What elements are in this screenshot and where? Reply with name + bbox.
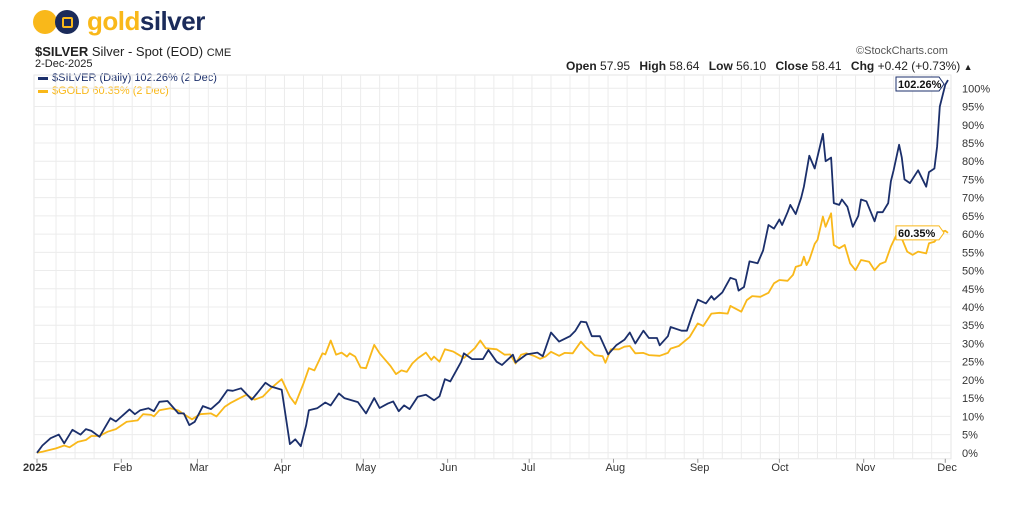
- low-label: Low: [708, 59, 733, 73]
- legend-swatch: [38, 89, 48, 93]
- logo-gold-circle: [33, 10, 57, 34]
- y-tick-label: 10%: [962, 411, 984, 423]
- y-tick-label: 60%: [962, 229, 984, 241]
- brand-logo[interactable]: goldsilver: [87, 6, 205, 36]
- x-tick-label: Feb: [113, 462, 132, 474]
- x-tick-label: Nov: [856, 462, 876, 474]
- legend-swatch: [38, 76, 48, 80]
- y-tick-label: 85%: [962, 138, 984, 150]
- y-tick-label: 95%: [962, 102, 984, 114]
- close-value: 58.41: [811, 59, 842, 73]
- last-value-label: 102.26%: [898, 79, 942, 91]
- open-value: 57.95: [600, 59, 631, 73]
- chart-title: $SILVER Silver - Spot (EOD) CME: [35, 44, 231, 59]
- y-tick-label: 90%: [962, 120, 984, 132]
- y-tick-label: 30%: [962, 338, 984, 350]
- x-tick-label: Jul: [521, 462, 535, 474]
- y-tick-label: 0%: [962, 448, 978, 460]
- last-value-tag: 102.26%: [895, 76, 945, 92]
- x-tick-label: 2025: [23, 462, 47, 474]
- x-tick-label: May: [355, 462, 376, 474]
- ohlc-bar: Open 57.95 High 58.64 Low 56.10 Close 58…: [560, 59, 973, 73]
- chg-value: +0.42 (+0.73%): [877, 59, 961, 73]
- x-tick-label: Oct: [771, 462, 788, 474]
- y-tick-label: 75%: [962, 174, 984, 186]
- exchange: CME: [206, 47, 232, 59]
- logo-square-icon: [62, 17, 73, 28]
- series-line-gold: [36, 212, 949, 454]
- last-value-label: 60.35%: [898, 228, 936, 240]
- y-tick-label: 100%: [962, 83, 990, 95]
- y-tick-label: 70%: [962, 193, 984, 205]
- high-label: High: [639, 59, 667, 73]
- y-tick-label: 35%: [962, 320, 984, 332]
- high-value: 58.64: [669, 59, 700, 73]
- low-value: 56.10: [736, 59, 767, 73]
- up-arrow-icon: ▲: [963, 62, 973, 72]
- logo-silver-circle: [55, 10, 79, 34]
- x-tick-label: Apr: [274, 462, 291, 474]
- chg-label: Chg: [850, 59, 875, 73]
- x-tick-label: Jun: [440, 462, 458, 474]
- series-line-silver: [36, 79, 949, 454]
- y-tick-label: 25%: [962, 357, 984, 369]
- x-tick-label: Sep: [690, 462, 710, 474]
- y-tick-label: 50%: [962, 266, 984, 278]
- x-tick-label: Mar: [189, 462, 208, 474]
- y-tick-label: 55%: [962, 247, 984, 259]
- y-tick-label: 65%: [962, 211, 984, 223]
- plot-frame: [33, 74, 952, 460]
- y-tick-label: 20%: [962, 375, 984, 387]
- chart-date: 2-Dec-2025: [35, 58, 93, 70]
- last-value-tag-box: [895, 76, 945, 92]
- y-tick-label: 40%: [962, 302, 984, 314]
- open-label: Open: [566, 59, 597, 73]
- last-value-tag-box: [895, 225, 945, 241]
- y-tick-label: 45%: [962, 284, 984, 296]
- x-tick-label: Aug: [606, 462, 626, 474]
- instrument-name: Silver - Spot (EOD): [91, 44, 204, 59]
- x-tick-label: Dec: [937, 462, 957, 474]
- y-tick-label: 15%: [962, 393, 984, 405]
- symbol: $SILVER: [35, 44, 89, 59]
- close-label: Close: [775, 59, 809, 73]
- y-tick-label: 5%: [962, 430, 978, 442]
- last-value-tag: 60.35%: [895, 225, 945, 241]
- attribution[interactable]: ©StockCharts.com: [856, 45, 948, 57]
- y-tick-label: 80%: [962, 156, 984, 168]
